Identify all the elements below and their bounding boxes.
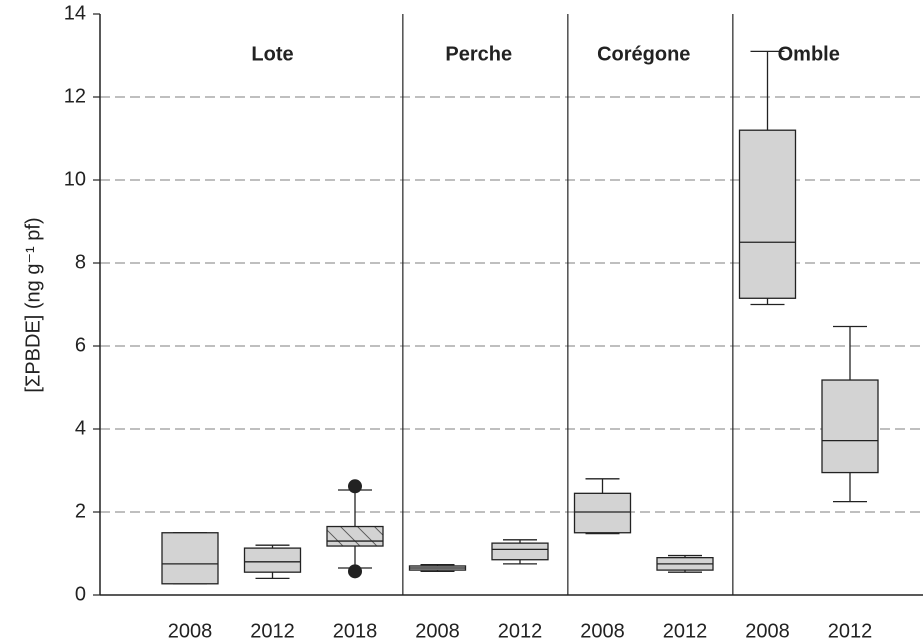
- x-tick-label: 2012: [663, 620, 708, 642]
- y-tick-label: 12: [64, 85, 86, 107]
- group-label: Omble: [778, 43, 840, 65]
- x-tick-label: 2012: [250, 620, 295, 642]
- y-tick-label: 2: [75, 500, 86, 522]
- box: [243, 547, 302, 573]
- box: [161, 532, 219, 585]
- y-axis-label: [ΣPBDE] (ng g⁻¹ pf): [22, 217, 44, 392]
- y-tick-label: 6: [75, 334, 86, 356]
- y-tick-label: 4: [75, 417, 86, 439]
- x-tick-label: 2008: [745, 620, 790, 642]
- box: [326, 525, 384, 547]
- y-tick-label: 14: [64, 2, 86, 24]
- x-tick-label: 2008: [415, 620, 460, 642]
- outlier: [348, 564, 362, 579]
- outlier: [348, 479, 362, 494]
- x-tick-label: 2008: [580, 620, 625, 642]
- x-tick-label: 2008: [168, 620, 213, 642]
- box: [821, 379, 879, 474]
- group-label: Lote: [251, 43, 293, 65]
- box: [573, 492, 632, 534]
- group-label: Perche: [445, 43, 512, 65]
- y-tick-label: 8: [75, 251, 86, 273]
- y-tick-label: 10: [64, 168, 86, 190]
- box: [738, 129, 797, 299]
- group-label: Corégone: [597, 43, 690, 65]
- x-tick-label: 2012: [498, 620, 543, 642]
- box: [491, 542, 549, 561]
- y-tick-label: 0: [75, 583, 86, 605]
- x-tick-label: 2018: [333, 620, 378, 642]
- x-tick-label: 2012: [828, 620, 873, 642]
